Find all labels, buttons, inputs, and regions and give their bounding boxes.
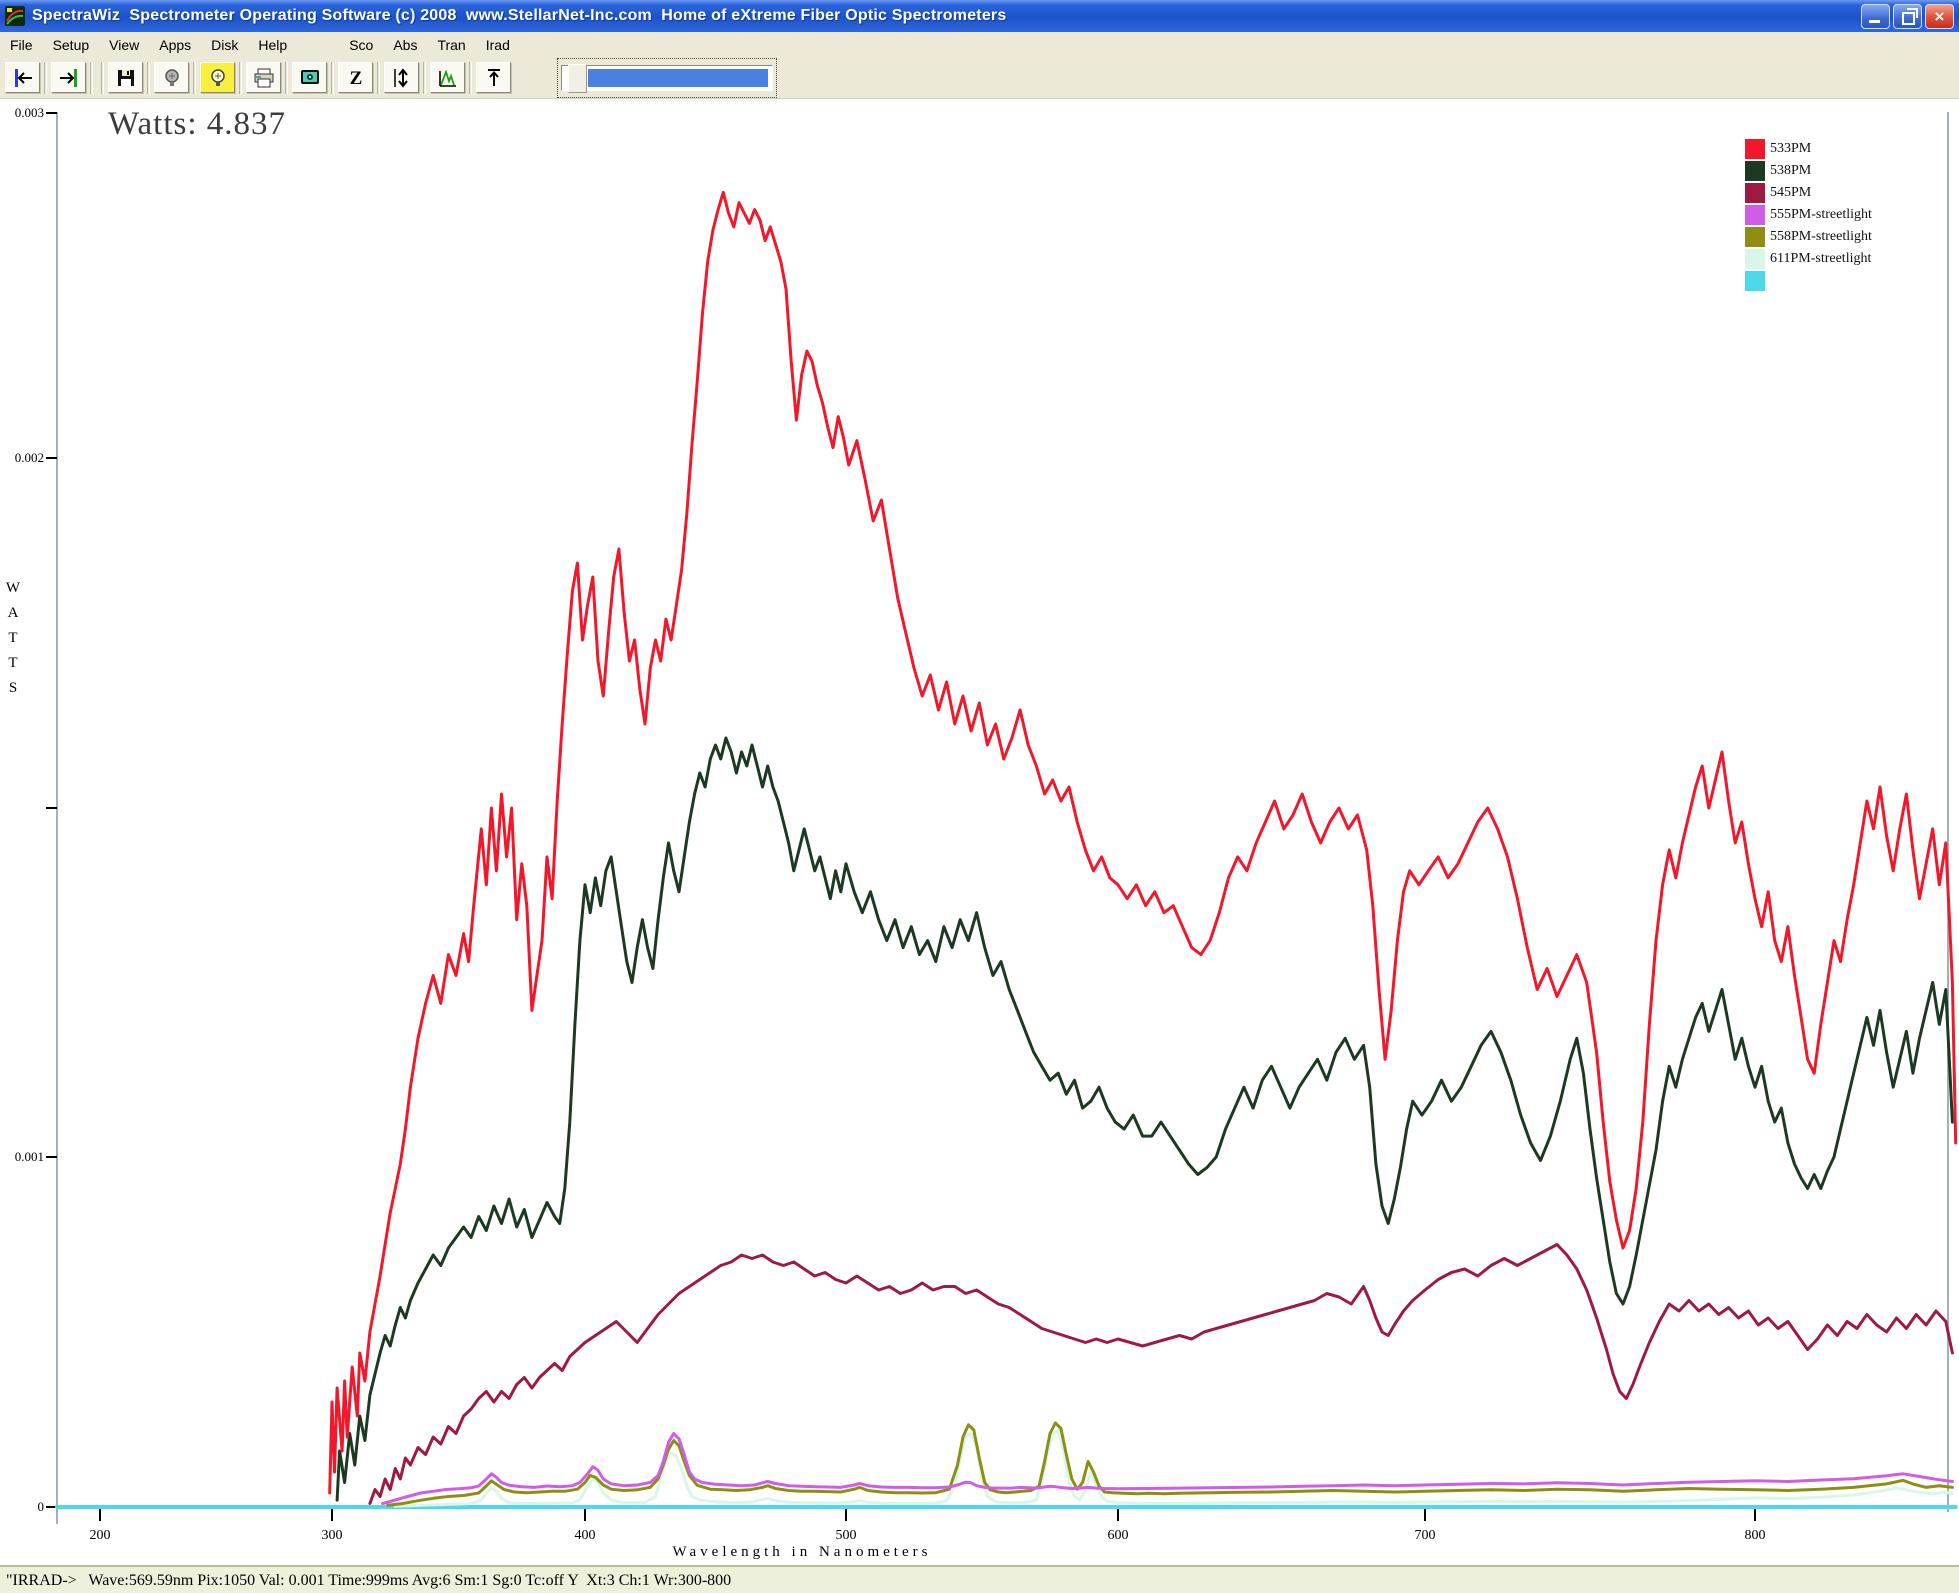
peak-find-icon bbox=[438, 68, 456, 87]
x-tick-label: 300 bbox=[321, 1528, 343, 1543]
legend-swatch bbox=[1745, 183, 1765, 203]
goto-end-icon bbox=[59, 68, 77, 87]
toolbar-separator bbox=[101, 61, 104, 94]
lamp-on-button[interactable] bbox=[200, 62, 235, 93]
legend-label: 611PM-streetlight bbox=[1770, 251, 1872, 266]
app-icon bbox=[5, 6, 25, 26]
autoscale-y-icon bbox=[393, 67, 408, 88]
y-tick-label: 0.001 bbox=[14, 1149, 44, 1164]
save-icon bbox=[117, 69, 134, 86]
legend-swatch bbox=[1745, 161, 1765, 181]
legend-row: 555PM-streetlight bbox=[1745, 204, 1872, 226]
plot-area[interactable] bbox=[0, 98, 1959, 1565]
legend-label: 538PM bbox=[1770, 163, 1812, 178]
restore-button[interactable] bbox=[1893, 3, 1922, 29]
legend-swatch bbox=[1745, 249, 1765, 269]
y-tick-label: 0.003 bbox=[14, 105, 44, 120]
svg-text:Z: Z bbox=[349, 68, 362, 89]
legend-row: 533PM bbox=[1745, 138, 1872, 160]
menu-item-setup[interactable]: Setup bbox=[52, 36, 90, 53]
y-tick-label: 0 bbox=[37, 1499, 45, 1514]
legend-swatch bbox=[1745, 227, 1765, 247]
legend-row: 611PM-streetlight bbox=[1745, 248, 1872, 270]
x-tick-label: 800 bbox=[1744, 1528, 1766, 1543]
x-tick-label: 200 bbox=[89, 1528, 111, 1543]
print-icon bbox=[254, 68, 273, 87]
legend-row bbox=[1745, 270, 1872, 292]
upload-icon bbox=[487, 68, 500, 86]
window-controls: × bbox=[1861, 3, 1954, 29]
lamp-on-icon bbox=[210, 68, 225, 86]
lamp-off-icon bbox=[164, 68, 179, 86]
integration-time-slider bbox=[557, 57, 777, 98]
watts-reading: Watts: 4.837 bbox=[108, 106, 286, 142]
legend-label: 555PM-streetlight bbox=[1770, 207, 1872, 222]
x-tick-label: 500 bbox=[835, 1528, 857, 1543]
goto-start-button[interactable] bbox=[5, 62, 40, 93]
menu-item-tran[interactable]: Tran bbox=[437, 36, 466, 53]
minimize-icon bbox=[1869, 19, 1880, 23]
toolbar-separator bbox=[147, 61, 150, 94]
zoom-z-button[interactable]: Z bbox=[338, 62, 373, 93]
legend-row: 545PM bbox=[1745, 182, 1872, 204]
minimize-button[interactable] bbox=[1861, 3, 1890, 29]
status-bar: "IRRAD-> Wave:569.59nm Pix:1050 Val: 0.0… bbox=[0, 1565, 1959, 1593]
title-bar[interactable]: SpectraWiz Spectrometer Operating Softwa… bbox=[0, 0, 1959, 32]
legend-label: 545PM bbox=[1770, 185, 1812, 200]
toolbar-separator bbox=[285, 61, 288, 94]
menu-item-abs[interactable]: Abs bbox=[393, 36, 418, 53]
print-button[interactable] bbox=[246, 62, 281, 93]
menu-item-apps[interactable]: Apps bbox=[159, 36, 192, 53]
toolbar-separator bbox=[239, 61, 242, 94]
upload-button[interactable] bbox=[476, 62, 511, 93]
toolbar-separator bbox=[377, 61, 380, 94]
x-tick-label: 700 bbox=[1414, 1528, 1436, 1543]
x-tick-label: 400 bbox=[574, 1528, 596, 1543]
peak-find-button[interactable] bbox=[430, 62, 465, 93]
legend-row: 538PM bbox=[1745, 160, 1872, 182]
toolbar-separator bbox=[44, 61, 47, 94]
toolbar-separator bbox=[423, 61, 426, 94]
legend: 533PM 538PM 545PM 555PM-streetlight 558P… bbox=[1745, 138, 1872, 292]
autoscale-y-button[interactable] bbox=[384, 62, 419, 93]
legend-label: 533PM bbox=[1770, 141, 1812, 156]
save-button[interactable] bbox=[108, 62, 143, 93]
close-button[interactable]: × bbox=[1925, 3, 1954, 29]
slider-handle[interactable] bbox=[568, 63, 587, 93]
window-title: SpectraWiz Spectrometer Operating Softwa… bbox=[32, 7, 1007, 24]
x-tick-label: 600 bbox=[1107, 1528, 1129, 1543]
toolbar-separator bbox=[469, 61, 472, 94]
restore-icon bbox=[1902, 7, 1918, 25]
legend-swatch bbox=[1745, 271, 1765, 291]
capture-button[interactable] bbox=[292, 62, 327, 93]
goto-start-icon bbox=[14, 68, 32, 87]
toolbar: Z bbox=[0, 57, 1959, 99]
capture-icon bbox=[300, 69, 319, 84]
menu-item-file[interactable]: File bbox=[10, 36, 33, 53]
menu-bar: File Setup View Apps Disk Help Sco Abs T… bbox=[0, 32, 1959, 57]
status-text: "IRRAD-> Wave:569.59nm Pix:1050 Val: 0.0… bbox=[6, 1572, 732, 1589]
toolbar-separator bbox=[90, 61, 93, 94]
slider-fill bbox=[588, 68, 768, 87]
legend-label: 558PM-streetlight bbox=[1770, 229, 1872, 244]
legend-swatch bbox=[1745, 205, 1765, 225]
toolbar-separator bbox=[331, 61, 334, 94]
close-icon: × bbox=[1934, 6, 1945, 26]
menu-item-view[interactable]: View bbox=[109, 36, 140, 53]
zoom-z-icon: Z bbox=[349, 68, 362, 89]
slider-track[interactable] bbox=[561, 63, 773, 93]
menu-item-irad[interactable]: Irad bbox=[485, 36, 510, 53]
goto-end-button[interactable] bbox=[51, 62, 86, 93]
x-axis-title: Wavelength in Nanometers bbox=[672, 1544, 932, 1560]
menu-item-sco[interactable]: Sco bbox=[349, 36, 374, 53]
lamp-off-button[interactable] bbox=[154, 62, 189, 93]
toolbar-separator bbox=[193, 61, 196, 94]
y-tick-label: 0.002 bbox=[14, 450, 44, 465]
menu-item-help[interactable]: Help bbox=[258, 36, 288, 53]
legend-row: 558PM-streetlight bbox=[1745, 226, 1872, 248]
legend-swatch bbox=[1745, 139, 1765, 159]
menu-item-disk[interactable]: Disk bbox=[211, 36, 239, 53]
y-axis-title: W A T T S bbox=[5, 580, 21, 696]
